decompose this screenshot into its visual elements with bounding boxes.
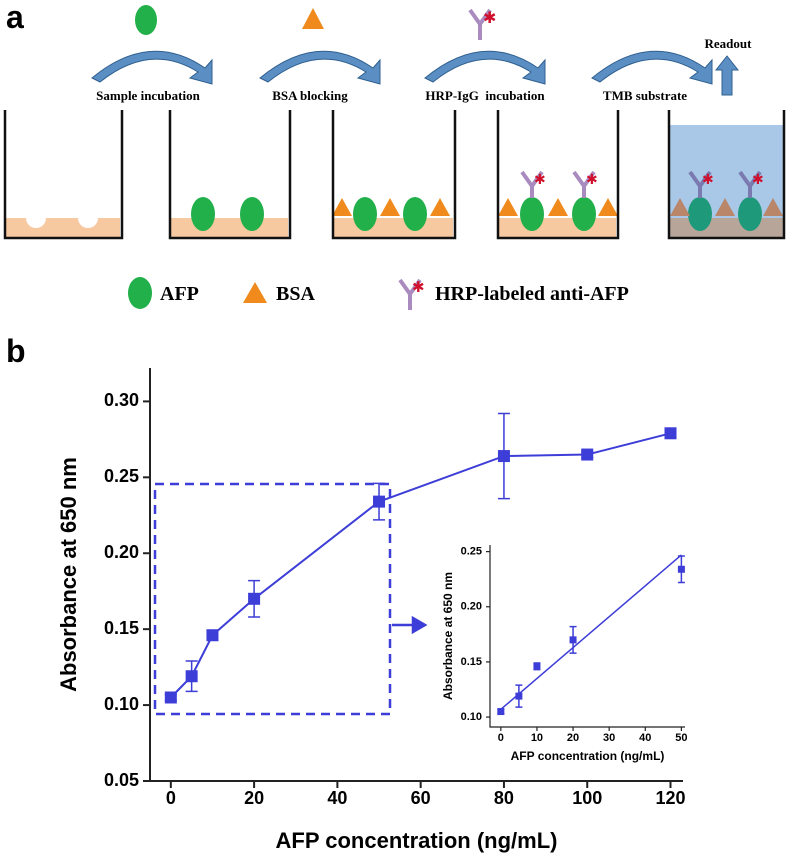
step-label: Sample incubation	[96, 88, 200, 103]
x-axis-title: AFP concentration (ng/mL)	[276, 828, 558, 853]
zoom-box	[153, 482, 392, 716]
data-point	[569, 636, 577, 644]
y-tick-label: 0.15	[104, 618, 139, 638]
x-tick-label: 50	[675, 732, 687, 744]
data-point	[533, 662, 541, 670]
data-point	[497, 708, 505, 716]
data-point	[497, 450, 510, 463]
series-line	[170, 432, 671, 699]
x-tick-label: 20	[244, 788, 264, 808]
readout-label: Readout	[705, 36, 753, 51]
y-tick-label: 0.10	[461, 711, 482, 723]
x-tick-label: 10	[531, 732, 543, 744]
data-point	[185, 670, 198, 683]
y-axis-title: Absorbance at 650 nm	[56, 457, 81, 692]
data-point	[664, 427, 677, 440]
legend-label: HRP-labeled anti-AFP	[435, 283, 629, 305]
legend-antibody	[398, 278, 422, 310]
x-tick-label: 40	[327, 788, 347, 808]
y-tick-label: 0.05	[104, 770, 139, 790]
svg-text:✱: ✱	[586, 171, 598, 187]
x-tick-label: 20	[567, 732, 579, 744]
y-tick-label: 0.20	[104, 542, 139, 562]
wells: ✱ ✱ ✱ ✱	[3, 110, 786, 240]
x-tick-label: 40	[639, 732, 651, 744]
x-tick-label: 80	[494, 788, 514, 808]
bsa-icon	[302, 8, 324, 29]
panel-label: b	[6, 333, 26, 369]
x-tick-label: 0	[498, 732, 504, 744]
data-point	[677, 565, 685, 573]
step-label: BSA blocking	[272, 88, 348, 103]
data-point	[164, 691, 177, 704]
legend-bsa	[243, 282, 267, 303]
y-tick-label: 0.15	[461, 656, 482, 668]
zoom-arrow	[392, 615, 428, 635]
x-tick-label: 30	[603, 732, 615, 744]
y-tick-label: 0.20	[461, 601, 482, 613]
step-label: TMB substrate	[603, 88, 687, 103]
curved-arrows	[91, 50, 740, 96]
svg-text:✱: ✱	[702, 171, 714, 187]
x-axis-title: AFP concentration (ng/mL)	[511, 749, 665, 763]
data-point	[248, 592, 261, 605]
data-point	[581, 448, 594, 461]
trend-line	[500, 554, 682, 710]
legend-afp	[128, 277, 152, 309]
y-tick-label: 0.10	[104, 694, 139, 714]
axis	[149, 368, 683, 782]
x-tick-label: 100	[572, 788, 602, 808]
y-tick-label: 0.25	[461, 546, 482, 558]
afp-icon	[135, 5, 157, 35]
svg-text:✱: ✱	[752, 171, 764, 187]
y-axis-title: Absorbance at 650 nm	[441, 572, 455, 700]
legend-label: BSA	[276, 283, 315, 305]
data-point	[515, 692, 523, 700]
step-label: HRP-IgG incubation	[425, 88, 545, 103]
legend-label: AFP	[160, 283, 199, 305]
hrp-icon: ✱	[483, 10, 496, 27]
panel-label: a	[6, 0, 24, 35]
x-tick-label: 0	[166, 788, 176, 808]
legend-hrp: ✱	[412, 279, 425, 296]
data-point	[373, 495, 386, 508]
y-tick-label: 0.30	[104, 390, 139, 410]
antibody-icon	[468, 8, 492, 40]
svg-text:✱: ✱	[534, 171, 546, 187]
x-tick-label: 60	[411, 788, 431, 808]
data-point	[206, 629, 219, 642]
x-tick-label: 120	[655, 788, 685, 808]
axis	[489, 545, 685, 728]
y-tick-label: 0.25	[104, 466, 139, 486]
